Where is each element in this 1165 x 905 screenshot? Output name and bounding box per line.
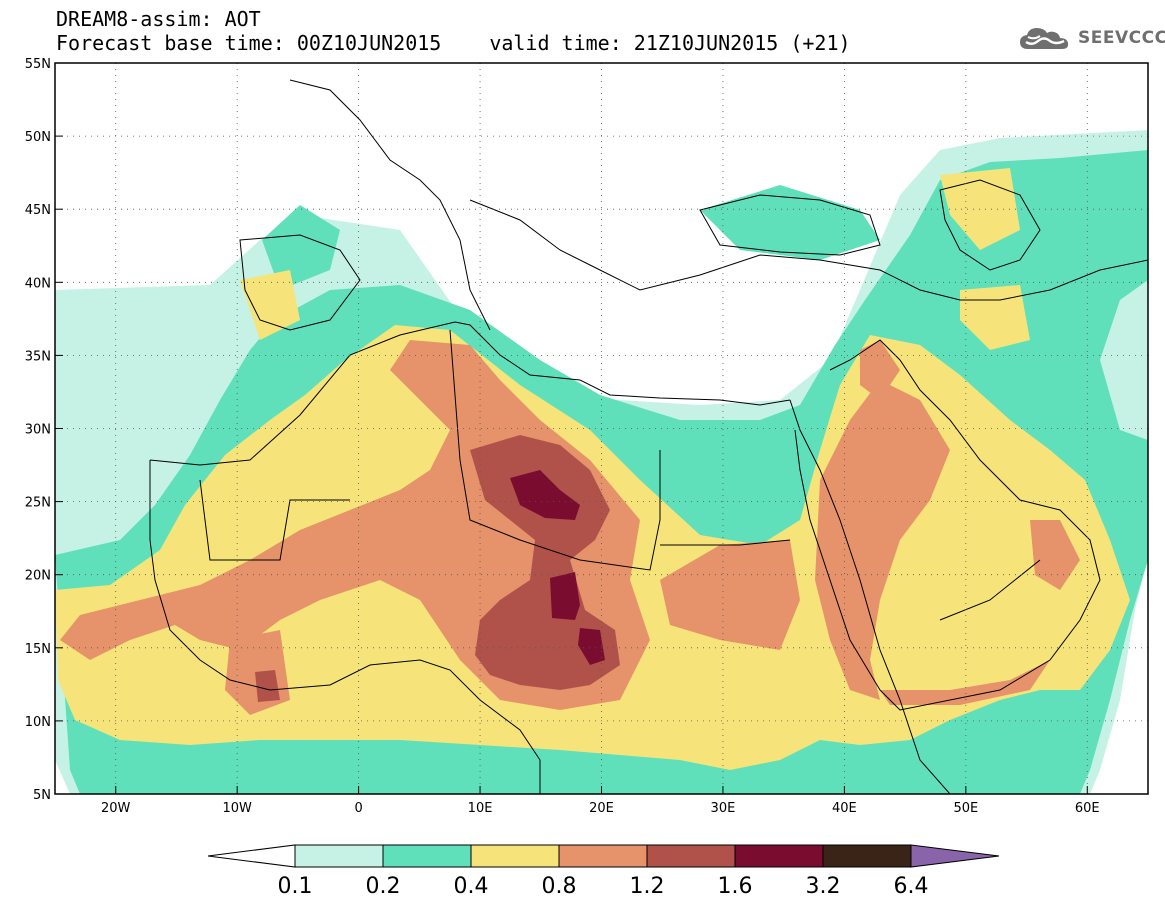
lon-tick-label: 20W (101, 801, 131, 816)
colorbar-level-label: 3.2 (806, 874, 841, 899)
lat-tick-label: 55N (25, 57, 51, 72)
colorbar-level-label: 6.4 (894, 874, 929, 899)
valid-time: valid time: 21Z10JUN2015 (+21) (489, 31, 851, 55)
lon-tick-label: 50E (953, 801, 978, 816)
lat-tick-label: 20N (25, 569, 51, 584)
lon-tick-label: 20E (589, 801, 614, 816)
cloud-icon (1020, 28, 1069, 49)
colorbar-level-label: 0.2 (366, 874, 401, 899)
map-subtitle: Forecast base time: 00Z10JUN2015 valid ti… (56, 32, 851, 54)
colorbar-box (734, 844, 824, 868)
lat-tick-label: 45N (25, 203, 51, 218)
lat-tick-label: 40N (25, 276, 51, 291)
colorbar-box (822, 844, 912, 868)
colorbar-level-label: 1.6 (718, 874, 753, 899)
lat-tick-label: 35N (25, 349, 51, 364)
colorbar-box (470, 844, 560, 868)
colorbar-level-label: 0.1 (278, 874, 313, 899)
colorbar-box (646, 844, 736, 868)
aot-band-1.6 (510, 470, 605, 665)
colorbar-level-label: 0.8 (542, 874, 577, 899)
colorbar-box (382, 844, 472, 868)
lat-tick-label: 50N (25, 130, 51, 145)
colorbar-box (558, 844, 648, 868)
colorbar-box (294, 844, 384, 868)
lon-tick-label: 40E (832, 801, 857, 816)
lon-tick-label: 60E (1075, 801, 1100, 816)
lat-tick-label: 25N (25, 496, 51, 511)
colorbar-under-arrow (207, 844, 296, 868)
axis-ticks: 20W 10W 0 10E 20E 30E 40E 50E 60E 5N 10N 15N 20N 25N 3… (25, 57, 1100, 816)
seevccc-logo: SEEVCCC (1018, 24, 1165, 52)
lat-tick-label: 15N (25, 642, 51, 657)
map-title: DREAM8-assim: AOT (56, 7, 261, 31)
coastlines (149, 79, 1148, 794)
colorbar-level-label: 1.2 (630, 874, 665, 899)
colorbar-level-label: 0.4 (454, 874, 489, 899)
lon-tick-label: 10E (468, 801, 493, 816)
lat-tick-label: 10N (25, 715, 51, 730)
lat-tick-label: 5N (33, 788, 51, 803)
logo-text: SEEVCCC (1078, 28, 1165, 48)
aot-band-1.2 (255, 435, 620, 702)
base-time: Forecast base time: 00Z10JUN2015 (56, 31, 442, 55)
lon-tick-label: 0 (354, 801, 362, 816)
lat-tick-label: 30N (25, 423, 51, 438)
colorbar-over-arrow (910, 844, 1000, 868)
lon-tick-label: 10W (222, 801, 252, 816)
lon-tick-label: 30E (711, 801, 736, 816)
